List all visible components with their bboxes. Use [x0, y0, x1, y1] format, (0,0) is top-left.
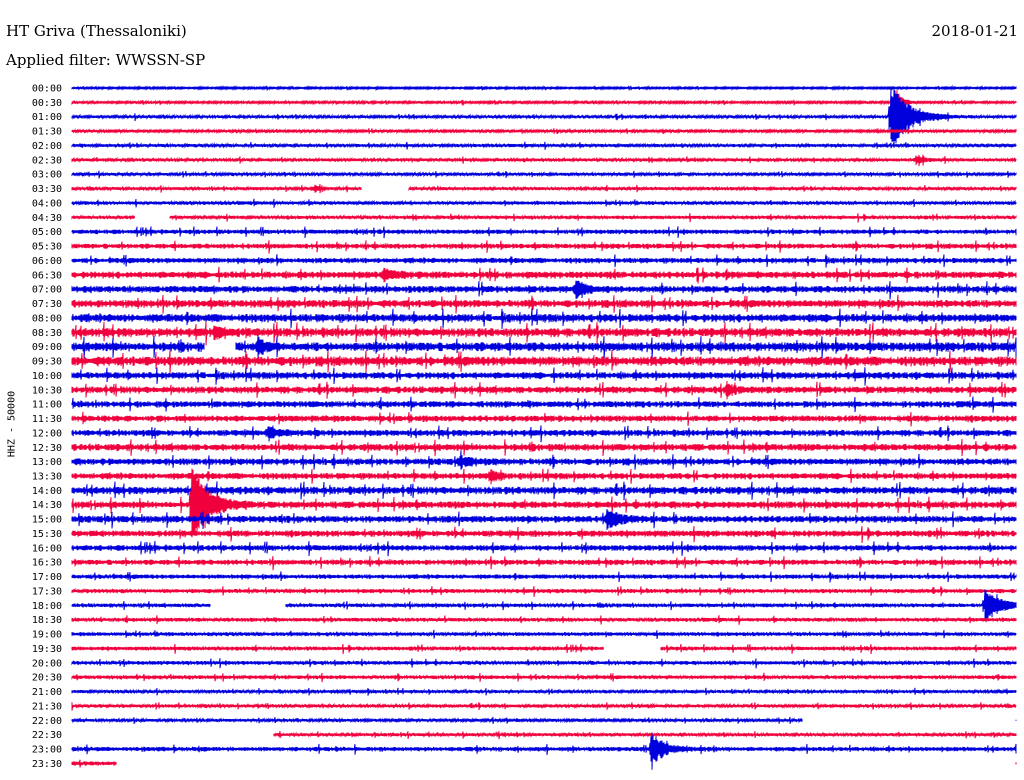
- trace-0100: [71, 87, 1017, 148]
- row-time-label: 01:30: [32, 127, 62, 138]
- row-time-label: 18:30: [32, 615, 62, 626]
- row-time-label: 10:30: [32, 385, 62, 396]
- row-time-label: 20:30: [32, 673, 62, 684]
- row-time-label: 05:00: [32, 227, 62, 238]
- row-time-label: 06:30: [32, 270, 62, 281]
- row-time-label: 14:00: [32, 486, 62, 497]
- trace-0530: [71, 240, 1017, 254]
- row-time-label: 16:30: [32, 558, 62, 569]
- row-time-label: 19:30: [32, 644, 62, 655]
- row-time-label: 15:30: [32, 529, 62, 540]
- trace-1600: [71, 541, 1017, 557]
- row-time-label: 00:00: [32, 84, 62, 95]
- row-time-label: 07:30: [32, 299, 62, 310]
- trace-1430: [71, 468, 1017, 538]
- row-time-label: 15:00: [32, 515, 62, 526]
- trace-1630: [71, 556, 1017, 571]
- row-time-label: 12:00: [32, 428, 62, 439]
- trace-0700: [71, 280, 1017, 300]
- row-time-label: 09:30: [32, 357, 62, 368]
- row-time-label: 04:00: [32, 198, 62, 209]
- row-time-label: 07:00: [32, 285, 62, 296]
- row-time-label: 05:30: [32, 242, 62, 253]
- row-time-label: 03:30: [32, 184, 62, 195]
- row-time-label: 09:00: [32, 342, 62, 353]
- row-time-label: 06:00: [32, 256, 62, 267]
- row-time-label: 14:30: [32, 500, 62, 511]
- row-time-label: 08:00: [32, 313, 62, 324]
- row-time-label: 22:30: [32, 730, 62, 741]
- row-time-label: 11:00: [32, 400, 62, 411]
- row-time-label: 01:00: [32, 112, 62, 123]
- station-title: HT Griva (Thessaloniki): [6, 22, 187, 40]
- trace-1000: [71, 367, 1017, 386]
- row-time-label: 04:30: [32, 213, 62, 224]
- row-time-label: 03:00: [32, 170, 62, 181]
- trace-0830: [71, 321, 1017, 346]
- trace-2300: [71, 732, 1017, 770]
- row-time-label: 02:30: [32, 155, 62, 166]
- row-time-label: 17:30: [32, 586, 62, 597]
- row-time-label: 17:00: [32, 572, 62, 583]
- date-label: 2018-01-21: [931, 22, 1018, 40]
- row-time-label: 02:00: [32, 141, 62, 152]
- row-time-label: 20:00: [32, 658, 62, 669]
- trace-1530: [71, 525, 1017, 544]
- trace-2330: [71, 759, 1017, 768]
- trace-1200: [71, 425, 1017, 443]
- row-time-label: 12:30: [32, 443, 62, 454]
- row-time-label: 21:30: [32, 701, 62, 712]
- row-time-label: 19:00: [32, 630, 62, 641]
- row-time-label: 13:00: [32, 457, 62, 468]
- row-time-label: 16:00: [32, 543, 62, 554]
- row-time-label: 18:00: [32, 601, 62, 612]
- trace-1300: [71, 450, 1017, 470]
- row-time-label: 23:30: [32, 759, 62, 770]
- row-time-label: 23:00: [32, 745, 62, 756]
- row-time-label: 08:30: [32, 328, 62, 339]
- row-time-label: 22:00: [32, 716, 62, 727]
- row-time-label: 10:00: [32, 371, 62, 382]
- row-time-label: 11:30: [32, 414, 62, 425]
- row-time-label: 21:00: [32, 687, 62, 698]
- filter-label: Applied filter: WWSSN-SP: [6, 51, 206, 69]
- row-time-label: 13:30: [32, 471, 62, 482]
- row-time-label: 00:30: [32, 98, 62, 109]
